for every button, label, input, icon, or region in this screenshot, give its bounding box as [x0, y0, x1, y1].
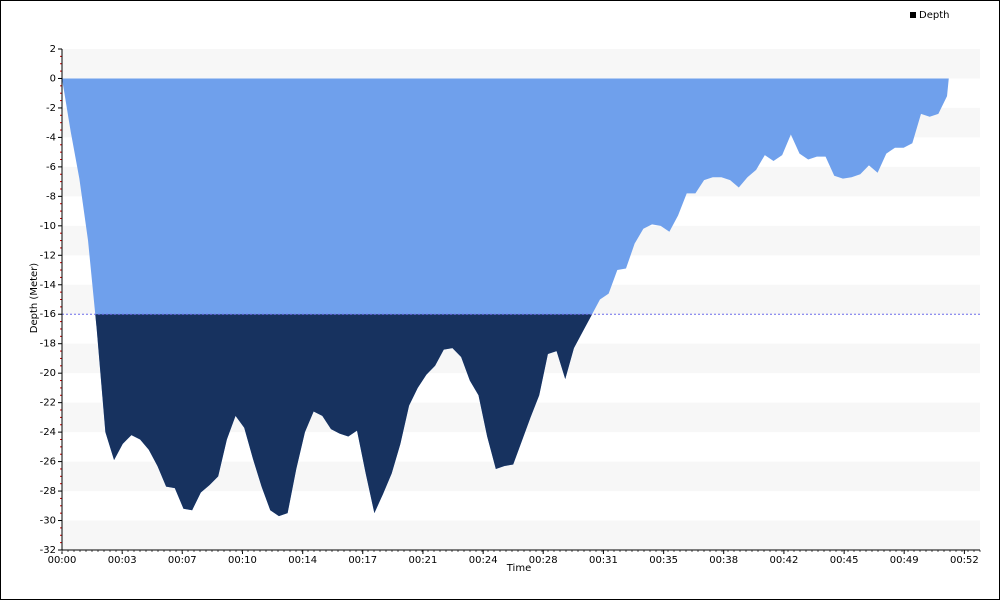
y-tick-label: -28 [40, 486, 56, 497]
y-tick-label: -4 [46, 132, 56, 143]
y-axis-label: Depth (Meter) [29, 263, 40, 334]
x-tick-label: 00:38 [709, 555, 738, 566]
y-tick-label: 2 [50, 44, 56, 55]
x-tick-label: 00:00 [48, 555, 77, 566]
x-tick-label: 00:42 [769, 555, 798, 566]
y-tick-label: 0 [50, 73, 56, 84]
y-tick-label: -26 [40, 457, 56, 468]
y-tick-label: -32 [40, 545, 56, 556]
y-tick-label: -2 [46, 103, 56, 114]
y-tick-label: -8 [46, 191, 56, 202]
grid-band [62, 520, 980, 550]
area-below [95, 314, 593, 517]
x-axis-label: Time [506, 563, 531, 574]
y-tick-label: -30 [40, 516, 56, 527]
y-tick-label: -12 [40, 250, 56, 261]
x-tick-label: 00:49 [890, 555, 919, 566]
x-tick-label: 00:14 [288, 555, 317, 566]
legend-label: Depth [919, 10, 949, 21]
y-tick-label: -18 [40, 339, 56, 350]
y-tick-label: -10 [40, 221, 56, 232]
y-tick-label: -24 [40, 427, 56, 438]
legend-swatch [910, 12, 916, 18]
y-tick-label: -22 [40, 398, 56, 409]
x-tick-label: 00:24 [469, 555, 498, 566]
grid-band [62, 49, 980, 79]
x-tick-label: 00:17 [348, 555, 377, 566]
x-tick-label: 00:35 [649, 555, 678, 566]
x-tick-label: 00:28 [529, 555, 558, 566]
x-tick-label: 00:31 [589, 555, 618, 566]
x-tick-label: 00:03 [108, 555, 137, 566]
y-tick-label: -16 [40, 309, 56, 320]
y-tick-label: -14 [40, 280, 56, 291]
x-tick-label: 00:10 [228, 555, 257, 566]
y-tick-label: -20 [40, 368, 56, 379]
x-tick-label: 00:52 [950, 555, 979, 566]
y-tick-label: -6 [46, 162, 56, 173]
x-tick-label: 00:07 [168, 555, 197, 566]
x-tick-label: 00:21 [409, 555, 438, 566]
x-tick-label: 00:45 [830, 555, 859, 566]
